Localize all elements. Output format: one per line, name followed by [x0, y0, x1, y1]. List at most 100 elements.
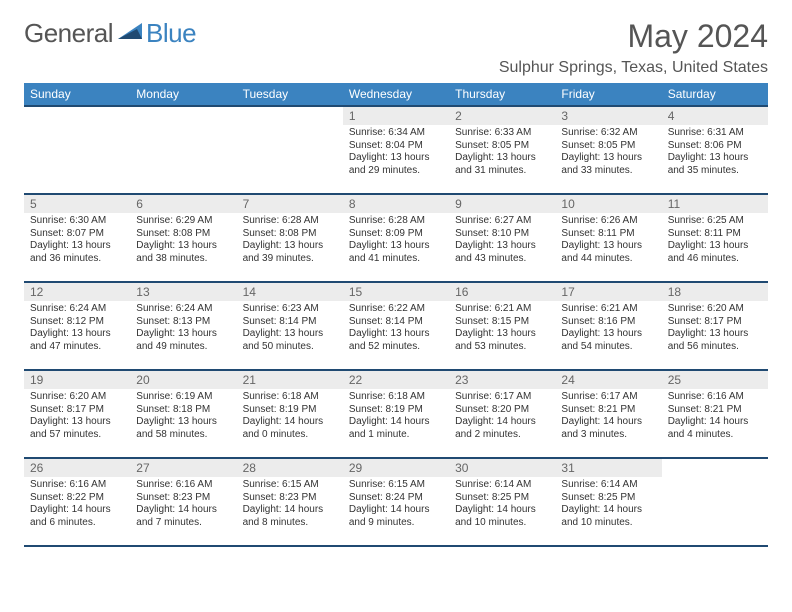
- day-details: Sunrise: 6:29 AMSunset: 8:08 PMDaylight:…: [130, 213, 236, 269]
- day-details: Sunrise: 6:14 AMSunset: 8:25 PMDaylight:…: [449, 477, 555, 533]
- calendar-day-cell: 23Sunrise: 6:17 AMSunset: 8:20 PMDayligh…: [449, 370, 555, 458]
- day-details: Sunrise: 6:16 AMSunset: 8:23 PMDaylight:…: [130, 477, 236, 533]
- weekday-header: Wednesday: [343, 83, 449, 106]
- day-number: 30: [449, 459, 555, 477]
- calendar-day-cell: 21Sunrise: 6:18 AMSunset: 8:19 PMDayligh…: [237, 370, 343, 458]
- weekday-header: Tuesday: [237, 83, 343, 106]
- day-details: Sunrise: 6:25 AMSunset: 8:11 PMDaylight:…: [662, 213, 768, 269]
- weekday-header: Monday: [130, 83, 236, 106]
- day-details: Sunrise: 6:28 AMSunset: 8:09 PMDaylight:…: [343, 213, 449, 269]
- calendar-day-cell: 14Sunrise: 6:23 AMSunset: 8:14 PMDayligh…: [237, 282, 343, 370]
- calendar-week-row: 19Sunrise: 6:20 AMSunset: 8:17 PMDayligh…: [24, 370, 768, 458]
- day-number: 2: [449, 107, 555, 125]
- calendar-day-cell: 30Sunrise: 6:14 AMSunset: 8:25 PMDayligh…: [449, 458, 555, 546]
- day-details: Sunrise: 6:16 AMSunset: 8:21 PMDaylight:…: [662, 389, 768, 445]
- calendar-week-row: 5Sunrise: 6:30 AMSunset: 8:07 PMDaylight…: [24, 194, 768, 282]
- day-details: Sunrise: 6:31 AMSunset: 8:06 PMDaylight:…: [662, 125, 768, 181]
- day-details: Sunrise: 6:21 AMSunset: 8:15 PMDaylight:…: [449, 301, 555, 357]
- calendar-day-cell: 3Sunrise: 6:32 AMSunset: 8:05 PMDaylight…: [555, 106, 661, 194]
- calendar-week-row: 12Sunrise: 6:24 AMSunset: 8:12 PMDayligh…: [24, 282, 768, 370]
- day-details: Sunrise: 6:23 AMSunset: 8:14 PMDaylight:…: [237, 301, 343, 357]
- day-details: Sunrise: 6:16 AMSunset: 8:22 PMDaylight:…: [24, 477, 130, 533]
- day-details: Sunrise: 6:15 AMSunset: 8:23 PMDaylight:…: [237, 477, 343, 533]
- day-number: 7: [237, 195, 343, 213]
- calendar-day-cell: 29Sunrise: 6:15 AMSunset: 8:24 PMDayligh…: [343, 458, 449, 546]
- day-number: 31: [555, 459, 661, 477]
- calendar-week-row: 26Sunrise: 6:16 AMSunset: 8:22 PMDayligh…: [24, 458, 768, 546]
- day-details: Sunrise: 6:14 AMSunset: 8:25 PMDaylight:…: [555, 477, 661, 533]
- day-details: Sunrise: 6:28 AMSunset: 8:08 PMDaylight:…: [237, 213, 343, 269]
- weekday-header: Saturday: [662, 83, 768, 106]
- calendar-day-cell: 6Sunrise: 6:29 AMSunset: 8:08 PMDaylight…: [130, 194, 236, 282]
- calendar-day-cell: 15Sunrise: 6:22 AMSunset: 8:14 PMDayligh…: [343, 282, 449, 370]
- calendar-day-cell: 19Sunrise: 6:20 AMSunset: 8:17 PMDayligh…: [24, 370, 130, 458]
- logo-text-general: General: [24, 18, 113, 49]
- day-details: Sunrise: 6:19 AMSunset: 8:18 PMDaylight:…: [130, 389, 236, 445]
- calendar-day-cell: 28Sunrise: 6:15 AMSunset: 8:23 PMDayligh…: [237, 458, 343, 546]
- day-details: Sunrise: 6:24 AMSunset: 8:12 PMDaylight:…: [24, 301, 130, 357]
- header: General Blue May 2024: [24, 18, 768, 55]
- calendar-day-cell: 11Sunrise: 6:25 AMSunset: 8:11 PMDayligh…: [662, 194, 768, 282]
- day-number: 20: [130, 371, 236, 389]
- calendar-day-cell: 13Sunrise: 6:24 AMSunset: 8:13 PMDayligh…: [130, 282, 236, 370]
- day-number: 19: [24, 371, 130, 389]
- month-title: May 2024: [627, 18, 768, 55]
- calendar-day-cell: 7Sunrise: 6:28 AMSunset: 8:08 PMDaylight…: [237, 194, 343, 282]
- day-number: 4: [662, 107, 768, 125]
- day-number: 14: [237, 283, 343, 301]
- day-number: 17: [555, 283, 661, 301]
- day-details: Sunrise: 6:22 AMSunset: 8:14 PMDaylight:…: [343, 301, 449, 357]
- calendar-day-cell: [24, 106, 130, 194]
- logo: General Blue: [24, 18, 196, 49]
- day-details: Sunrise: 6:17 AMSunset: 8:20 PMDaylight:…: [449, 389, 555, 445]
- day-number: 21: [237, 371, 343, 389]
- day-number: 9: [449, 195, 555, 213]
- day-number: 5: [24, 195, 130, 213]
- calendar-day-cell: 2Sunrise: 6:33 AMSunset: 8:05 PMDaylight…: [449, 106, 555, 194]
- calendar-week-row: 1Sunrise: 6:34 AMSunset: 8:04 PMDaylight…: [24, 106, 768, 194]
- day-details: Sunrise: 6:33 AMSunset: 8:05 PMDaylight:…: [449, 125, 555, 181]
- day-number: 1: [343, 107, 449, 125]
- calendar-day-cell: [130, 106, 236, 194]
- day-number: 23: [449, 371, 555, 389]
- day-details: Sunrise: 6:20 AMSunset: 8:17 PMDaylight:…: [24, 389, 130, 445]
- calendar-day-cell: 1Sunrise: 6:34 AMSunset: 8:04 PMDaylight…: [343, 106, 449, 194]
- calendar-day-cell: 22Sunrise: 6:18 AMSunset: 8:19 PMDayligh…: [343, 370, 449, 458]
- day-number: 22: [343, 371, 449, 389]
- calendar-day-cell: 16Sunrise: 6:21 AMSunset: 8:15 PMDayligh…: [449, 282, 555, 370]
- day-details: Sunrise: 6:32 AMSunset: 8:05 PMDaylight:…: [555, 125, 661, 181]
- day-number: 25: [662, 371, 768, 389]
- weekday-header: Sunday: [24, 83, 130, 106]
- calendar-day-cell: 4Sunrise: 6:31 AMSunset: 8:06 PMDaylight…: [662, 106, 768, 194]
- calendar-day-cell: 8Sunrise: 6:28 AMSunset: 8:09 PMDaylight…: [343, 194, 449, 282]
- weekday-header: Friday: [555, 83, 661, 106]
- day-details: Sunrise: 6:18 AMSunset: 8:19 PMDaylight:…: [237, 389, 343, 445]
- calendar-day-cell: 24Sunrise: 6:17 AMSunset: 8:21 PMDayligh…: [555, 370, 661, 458]
- calendar-day-cell: 26Sunrise: 6:16 AMSunset: 8:22 PMDayligh…: [24, 458, 130, 546]
- calendar-day-cell: 20Sunrise: 6:19 AMSunset: 8:18 PMDayligh…: [130, 370, 236, 458]
- day-details: Sunrise: 6:17 AMSunset: 8:21 PMDaylight:…: [555, 389, 661, 445]
- logo-text-blue: Blue: [146, 18, 196, 49]
- day-number: 12: [24, 283, 130, 301]
- day-number: 13: [130, 283, 236, 301]
- calendar-day-cell: 31Sunrise: 6:14 AMSunset: 8:25 PMDayligh…: [555, 458, 661, 546]
- day-number: 29: [343, 459, 449, 477]
- weekday-header: Thursday: [449, 83, 555, 106]
- day-number: 18: [662, 283, 768, 301]
- calendar-day-cell: 5Sunrise: 6:30 AMSunset: 8:07 PMDaylight…: [24, 194, 130, 282]
- calendar-day-cell: 27Sunrise: 6:16 AMSunset: 8:23 PMDayligh…: [130, 458, 236, 546]
- calendar-day-cell: 18Sunrise: 6:20 AMSunset: 8:17 PMDayligh…: [662, 282, 768, 370]
- day-number: 11: [662, 195, 768, 213]
- calendar-day-cell: [662, 458, 768, 546]
- day-number: 10: [555, 195, 661, 213]
- day-details: Sunrise: 6:26 AMSunset: 8:11 PMDaylight:…: [555, 213, 661, 269]
- title-block: May 2024: [627, 18, 768, 55]
- day-details: Sunrise: 6:21 AMSunset: 8:16 PMDaylight:…: [555, 301, 661, 357]
- day-details: Sunrise: 6:34 AMSunset: 8:04 PMDaylight:…: [343, 125, 449, 181]
- weekday-header-row: SundayMondayTuesdayWednesdayThursdayFrid…: [24, 83, 768, 106]
- day-details: Sunrise: 6:24 AMSunset: 8:13 PMDaylight:…: [130, 301, 236, 357]
- day-number: 24: [555, 371, 661, 389]
- day-details: Sunrise: 6:18 AMSunset: 8:19 PMDaylight:…: [343, 389, 449, 445]
- day-number: 28: [237, 459, 343, 477]
- calendar-day-cell: 25Sunrise: 6:16 AMSunset: 8:21 PMDayligh…: [662, 370, 768, 458]
